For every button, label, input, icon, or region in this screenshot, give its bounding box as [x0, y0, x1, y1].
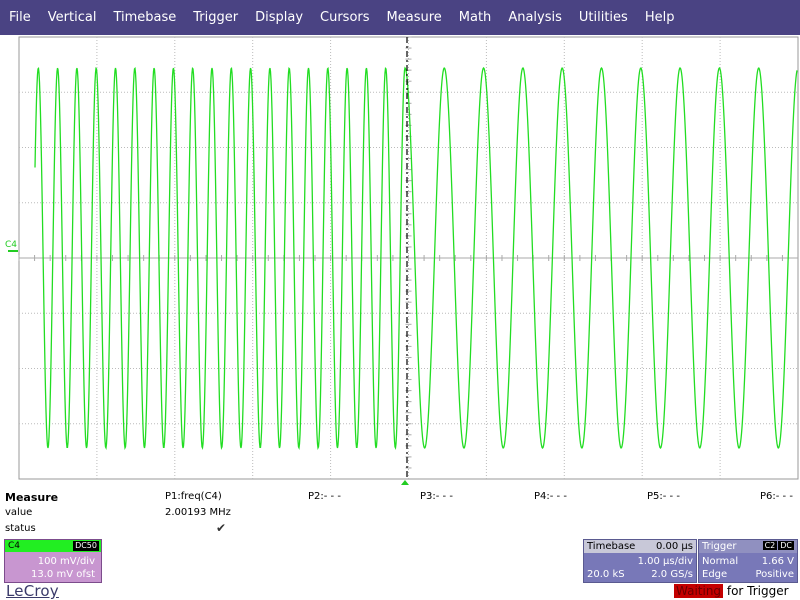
param-p1-value: 2.00193 MHz: [165, 507, 231, 518]
measure-title: Measure: [5, 491, 59, 504]
trigger-header: Trigger C2 DC: [699, 540, 797, 553]
timebase-rate: 2.0 GS/s: [651, 569, 693, 580]
channel-c4-header: C4 DC50: [5, 540, 101, 552]
param-p4[interactable]: P4:- - -: [534, 491, 567, 502]
checkmark-icon: ✔: [216, 521, 227, 535]
param-p3[interactable]: P3:- - -: [420, 491, 453, 502]
menu-analysis[interactable]: Analysis: [508, 10, 562, 25]
menu-file[interactable]: File: [9, 10, 31, 25]
trigger-marker-icon: [401, 480, 409, 485]
trigger-mode: Normal: [702, 556, 739, 567]
channel-c4-coupling: DC50: [73, 541, 99, 551]
channel-c4-vdiv: 100 mV/div: [37, 556, 95, 567]
menu-measure[interactable]: Measure: [386, 10, 442, 25]
menu-trigger[interactable]: Trigger: [193, 10, 239, 25]
waveform-trace-c4: [34, 66, 798, 451]
param-p2[interactable]: P2:- - -: [308, 491, 341, 502]
menu-display[interactable]: Display: [255, 10, 304, 25]
timebase-box[interactable]: Timebase 0.00 µs 1.00 µs/div 20.0 kS 2.0…: [583, 539, 697, 583]
channel-marker-c4[interactable]: C4: [5, 240, 18, 250]
trigger-status-text: for Trigger: [723, 584, 789, 598]
trigger-source: C2 DC: [762, 541, 794, 551]
trigger-title: Trigger: [702, 541, 737, 552]
trigger-source-channel: C2: [762, 541, 778, 550]
trigger-status: Waiting for Trigger: [674, 584, 789, 598]
trigger-state-badge: Waiting: [674, 584, 724, 598]
measure-panel: Measure value status P1:freq(C4) P2:- - …: [0, 488, 800, 536]
menu-cursors[interactable]: Cursors: [320, 10, 370, 25]
trigger-level: 1.66 V: [761, 556, 794, 567]
timebase-delay: 0.00 µs: [655, 541, 693, 552]
timebase-div: 1.00 µs/div: [637, 556, 693, 567]
channel-c4-offset: 13.0 mV ofst: [31, 569, 95, 580]
menu-help[interactable]: Help: [644, 10, 675, 25]
timebase-title: Timebase: [587, 541, 636, 552]
waveform-display[interactable]: C4: [0, 36, 800, 485]
trigger-slope: Positive: [755, 569, 794, 580]
trigger-box[interactable]: Trigger C2 DC Normal 1.66 V Edge Positive: [698, 539, 798, 583]
param-p5[interactable]: P5:- - -: [647, 491, 680, 502]
menu-utilities[interactable]: Utilities: [578, 10, 628, 25]
timebase-samples: 20.0 kS: [587, 569, 625, 580]
trigger-type: Edge: [702, 569, 728, 580]
measure-status-label: status: [5, 523, 36, 534]
menu-timebase[interactable]: Timebase: [113, 10, 177, 25]
lecroy-logo: LeCroy: [6, 582, 59, 600]
param-p1[interactable]: P1:freq(C4): [165, 491, 222, 502]
timebase-header: Timebase 0.00 µs: [584, 540, 696, 553]
menu-bar: File Vertical Timebase Trigger Display Cursor…: [0, 0, 800, 35]
trigger-coupling: DC: [778, 541, 794, 550]
channel-c4-name: C4: [8, 541, 21, 551]
param-p6[interactable]: P6:- - -: [760, 491, 793, 502]
waveform-grid: [8, 36, 799, 485]
menu-vertical[interactable]: Vertical: [47, 10, 97, 25]
menu-math[interactable]: Math: [458, 10, 492, 25]
measure-value-label: value: [5, 507, 33, 518]
channel-c4-box[interactable]: C4 DC50 100 mV/div 13.0 mV ofst: [4, 539, 102, 583]
